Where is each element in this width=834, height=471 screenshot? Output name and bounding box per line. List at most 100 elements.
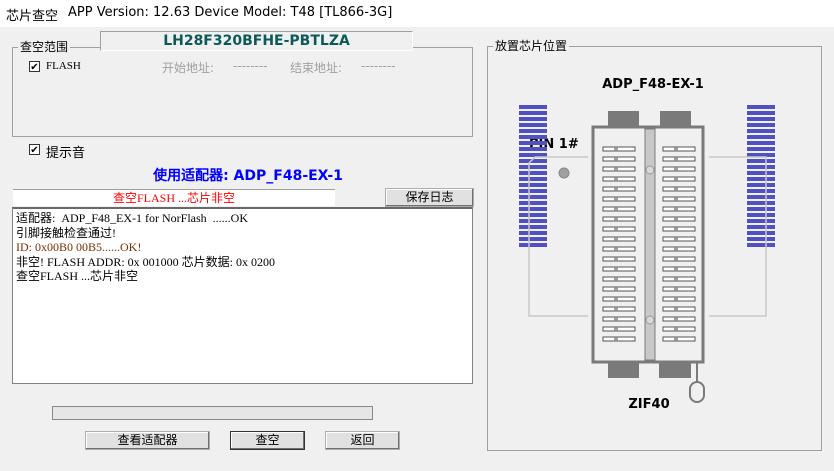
chip-pin-right (747, 135, 775, 139)
chip-pin-right (747, 111, 775, 115)
chip-pin-left (519, 123, 547, 127)
socket-slot (662, 176, 696, 182)
chip-pin-left (519, 207, 547, 211)
socket-label: ZIF40 (628, 397, 670, 412)
socket-slot (602, 236, 636, 242)
beep-label: 提示音 (46, 146, 86, 161)
chip-pin-right (747, 237, 775, 241)
socket-slot (662, 166, 696, 172)
flash-checkbox[interactable]: ✔ (29, 61, 40, 73)
chip-pin-right (747, 153, 775, 157)
chip-pin-right (747, 201, 775, 205)
socket-slot (602, 166, 636, 172)
end-address-value: -------- (361, 59, 396, 73)
socket-slot (602, 216, 636, 222)
chip-pin-right (747, 105, 775, 109)
chip-pin-right (747, 225, 775, 229)
chip-pin-right (747, 159, 775, 163)
chip-pin-left (519, 177, 547, 181)
start-address-label: 开始地址: (162, 61, 215, 75)
chip-name: LH28F320BFHE-PBTLZA (100, 31, 413, 51)
window-title: 芯片查空 (6, 9, 59, 24)
beep-checkbox[interactable]: ✔ (29, 144, 40, 156)
chip-pin-left (519, 117, 547, 121)
range-group-label: 查空范围 (18, 38, 71, 55)
chip-pin-left (519, 135, 547, 139)
socket-slot (602, 186, 636, 192)
log-line: 引脚接触检查通过! (16, 225, 116, 240)
socket-slot (662, 206, 696, 212)
chip-pin-right (747, 123, 775, 127)
socket-slot (602, 266, 636, 272)
chip-outline-right (709, 156, 767, 317)
socket-slot (662, 266, 696, 272)
socket-slot (602, 206, 636, 212)
adapter-name-label: ADP_F48-EX-1 (602, 77, 704, 92)
socket-slot (602, 276, 636, 282)
back-button[interactable]: 返回 (325, 431, 400, 450)
chip-pin-left (519, 105, 547, 109)
chip-pin-right (747, 207, 775, 211)
log-line: ID: 0x00B0 00B5......OK! (16, 240, 142, 254)
log-line: 适配器: ADP_F48_EX-1 for NorFlash ......OK (16, 211, 248, 225)
blank-check-button[interactable]: 查空 (230, 431, 305, 450)
progress-bar (52, 406, 373, 420)
socket-slot (662, 146, 696, 152)
socket-slot (602, 176, 636, 182)
socket-slot (662, 196, 696, 202)
start-address-value: -------- (233, 59, 268, 73)
chip-pin-left (519, 147, 547, 151)
status-text: 查空FLASH ...芯片非空 (13, 189, 335, 206)
socket-slot (602, 296, 636, 302)
socket-slot (662, 296, 696, 302)
flash-label: FLASH (46, 60, 81, 72)
log-area[interactable]: 适配器: ADP_F48_EX-1 for NorFlash ......OK … (12, 207, 473, 384)
chip-pin-right (747, 219, 775, 223)
chip-pin-right (747, 243, 775, 247)
socket-slot (662, 226, 696, 232)
socket-slot (662, 336, 696, 342)
chip-pin-left (519, 159, 547, 163)
chip-pin-left (519, 153, 547, 157)
chip-pin-right (747, 141, 775, 145)
placement-group (487, 46, 822, 451)
chip-pin-right (747, 177, 775, 181)
socket-slot (662, 236, 696, 242)
socket-slot (602, 256, 636, 262)
socket-slot (662, 326, 696, 332)
chip-pin-right (747, 189, 775, 193)
chip-pin-left (519, 231, 547, 235)
chip-pin-right (747, 171, 775, 175)
view-adapter-button[interactable]: 查看适配器 (85, 431, 210, 450)
socket-slot (662, 186, 696, 192)
socket-slot (662, 306, 696, 312)
chip-pin-left (519, 201, 547, 205)
chip-pin-left (519, 219, 547, 223)
chip-pin-left (519, 165, 547, 169)
chip-pin-left (519, 141, 547, 145)
chip-pin-left (519, 171, 547, 175)
chip-pin-right (747, 183, 775, 187)
chip-pin-left (519, 225, 547, 229)
chip-pin-left (519, 129, 547, 133)
chip-pin-left (519, 183, 547, 187)
chip-pin-right (747, 213, 775, 217)
chip-outline-left (528, 156, 588, 317)
chip-pin-left (519, 189, 547, 193)
placement-group-label: 放置芯片位置 (493, 37, 570, 54)
pin1-dot (558, 167, 570, 179)
chip-pin-right (747, 129, 775, 133)
socket-slot (662, 256, 696, 262)
chip-pin-left (519, 243, 547, 247)
socket-slot (602, 286, 636, 292)
socket-slot (602, 146, 636, 152)
chip-pin-right (747, 165, 775, 169)
chip-pin-left (519, 195, 547, 199)
socket-slot (602, 316, 636, 322)
save-log-button[interactable]: 保存日志 (385, 188, 474, 207)
socket-slot (662, 316, 696, 322)
socket-slot (662, 286, 696, 292)
chip-pin-right (747, 147, 775, 151)
chip-pin-left (519, 213, 547, 217)
